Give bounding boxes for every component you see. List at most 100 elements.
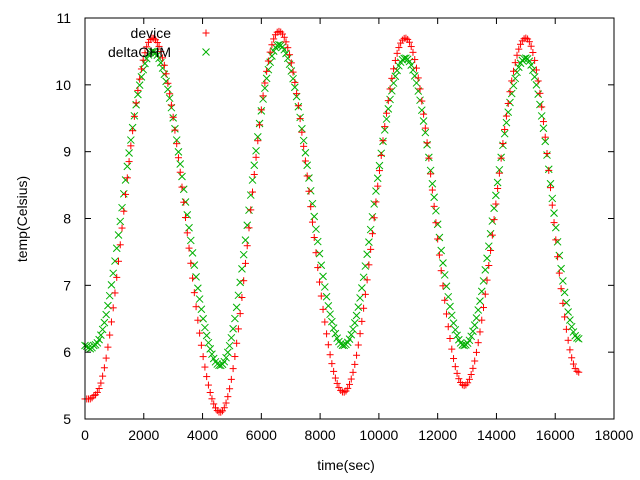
data-point <box>349 368 357 376</box>
data-point <box>287 67 296 75</box>
data-point <box>111 289 119 297</box>
data-point <box>220 404 228 412</box>
data-point <box>333 379 341 387</box>
data-point <box>559 277 567 285</box>
data-point <box>428 186 436 194</box>
data-point <box>421 128 430 137</box>
data-point <box>257 106 265 114</box>
plot-frame <box>84 17 615 420</box>
data-point <box>236 310 244 318</box>
data-point <box>434 235 442 243</box>
data-point <box>199 353 207 361</box>
data-point <box>536 89 544 97</box>
data-point <box>550 219 558 227</box>
data-point <box>513 51 521 59</box>
data-point <box>386 85 394 93</box>
data-point <box>382 115 391 123</box>
data-point <box>185 223 193 232</box>
data-point <box>539 118 547 126</box>
data-point <box>428 179 437 188</box>
data-point <box>465 375 473 383</box>
x-tick-label: 0 <box>81 427 89 443</box>
data-point <box>379 137 387 145</box>
data-point <box>324 341 332 349</box>
data-point <box>449 319 458 327</box>
data-point <box>231 314 239 323</box>
data-point <box>360 304 368 312</box>
data-point <box>514 63 523 72</box>
data-point <box>476 297 484 305</box>
data-point <box>447 311 456 320</box>
data-point <box>173 140 181 148</box>
legend: device deltaOHM <box>108 25 210 60</box>
data-point <box>502 112 510 120</box>
data-point <box>483 276 491 284</box>
data-point <box>467 332 476 341</box>
data-point <box>130 112 138 120</box>
data-point <box>321 318 329 326</box>
data-point <box>252 153 260 161</box>
data-point <box>395 44 403 52</box>
data-point <box>495 169 503 177</box>
y-tick-label: 9 <box>63 144 71 160</box>
x-tick-label: 14000 <box>477 427 516 443</box>
data-point <box>178 172 186 181</box>
data-point <box>354 341 362 349</box>
data-point <box>504 99 512 107</box>
data-point <box>208 350 216 359</box>
data-point <box>190 289 198 297</box>
data-point <box>201 323 209 332</box>
data-point <box>575 368 583 376</box>
data-point <box>136 75 144 83</box>
data-point <box>122 190 130 198</box>
data-point <box>538 103 546 111</box>
data-point <box>372 187 380 195</box>
data-point <box>356 294 364 302</box>
data-point <box>197 341 205 349</box>
data-point <box>484 242 493 251</box>
data-point <box>141 59 149 68</box>
data-point <box>169 113 177 121</box>
data-point <box>100 318 109 327</box>
data-point <box>566 316 574 324</box>
x-tick-label: 6000 <box>246 427 277 443</box>
data-point <box>555 251 564 260</box>
data-point <box>539 124 548 133</box>
data-point <box>316 278 324 286</box>
data-point <box>328 317 336 326</box>
data-point <box>393 49 401 57</box>
data-point <box>286 51 294 59</box>
data-point <box>471 357 479 365</box>
data-point <box>554 253 562 261</box>
data-point <box>446 302 454 311</box>
data-point <box>141 49 149 57</box>
data-point <box>374 182 382 190</box>
data-point <box>515 45 523 53</box>
data-point <box>229 324 237 333</box>
data-point <box>444 292 453 301</box>
data-point <box>97 379 105 387</box>
data-point <box>560 288 569 297</box>
data-point <box>389 79 398 87</box>
data-point <box>387 86 396 95</box>
data-point <box>157 48 165 56</box>
data-point <box>285 60 294 69</box>
data-point <box>509 81 518 90</box>
data-point <box>340 388 348 396</box>
data-point <box>109 269 118 278</box>
data-point <box>509 67 517 75</box>
data-point <box>417 106 426 115</box>
data-point <box>501 125 509 133</box>
data-point <box>174 148 183 156</box>
data-point <box>513 68 521 77</box>
data-point <box>97 331 105 340</box>
data-point <box>266 48 274 56</box>
data-point <box>351 360 359 368</box>
data-point <box>180 198 188 206</box>
data-point <box>317 292 325 300</box>
data-point <box>289 68 297 76</box>
data-point <box>480 304 488 312</box>
data-point <box>427 170 435 178</box>
data-point <box>532 66 540 74</box>
data-point <box>425 154 433 162</box>
